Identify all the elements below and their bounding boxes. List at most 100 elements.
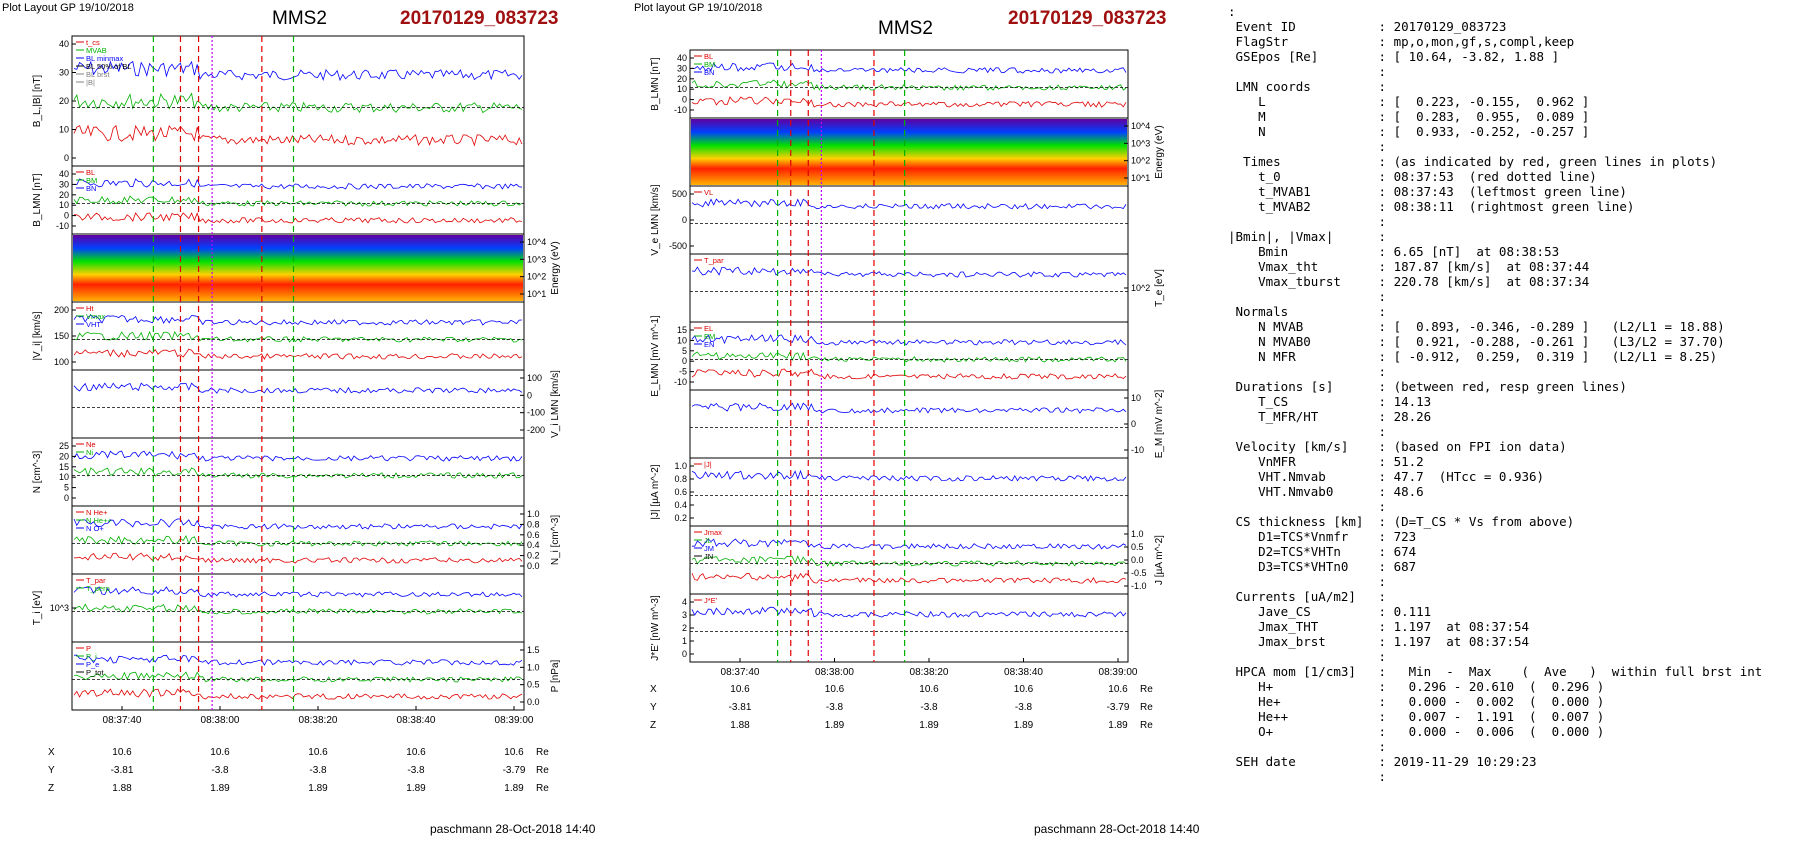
legend-label: BL minmax — [86, 54, 123, 63]
ephemeris-label: X — [650, 684, 657, 695]
event-summary-text: : Event ID : 20170129_083723 FlagStr : m… — [1228, 4, 1762, 784]
y-axis-label: B_LMN [nT] — [650, 57, 661, 111]
y-axis-label: N [cm^-3] — [32, 451, 43, 494]
legend-label: N He+ — [86, 508, 108, 517]
y-tick-label: 10^2 — [527, 272, 546, 282]
y-tick-label: 1.0 — [527, 662, 540, 672]
y-tick-label: 0 — [682, 649, 687, 659]
data-trace-0 — [691, 334, 1127, 346]
mid-event-title: 20170129_083723 — [1008, 8, 1167, 29]
M-panel-frame — [689, 185, 1129, 255]
L-panel-6: N He+N He++N O+ 1.00.80.60.40.20.0 N_i [cm… — [71, 505, 561, 575]
legend-label: P — [86, 644, 91, 653]
data-trace-1 — [691, 79, 1127, 91]
summary-line: N MVAB0 : [ 0.921, -0.288, -0.261 ] (L3/… — [1228, 334, 1725, 349]
summary-line: VnMFR : 51.2 — [1228, 454, 1424, 469]
legend-label: |B| — [86, 78, 95, 87]
M-panel-2: VL 500 0 -500 V_e LMN [km/s] — [650, 184, 1129, 256]
summary-line: : — [1228, 739, 1387, 754]
summary-line: VHT.Nmvab0 : 48.6 — [1228, 484, 1424, 499]
y-tick-label: 0.0 — [527, 697, 540, 707]
summary-line: t_MVAB1 : 08:37:43 (leftmost green line) — [1228, 184, 1627, 199]
spectrogram — [73, 235, 523, 301]
y-tick-label: 0 — [527, 390, 532, 400]
data-trace-2 — [691, 572, 1127, 584]
data-trace-0 — [73, 382, 523, 394]
ephemeris-value: -3.81 — [111, 765, 134, 776]
L-panel-frame — [71, 165, 525, 235]
summary-line: |Bmin|, |Vmax| : — [1228, 229, 1387, 244]
y-tick-label: 15 — [59, 462, 69, 472]
y-tick-label: 0.8 — [527, 519, 540, 529]
summary-line: N MFR : [ -0.912, 0.259, 0.319 ] (L2/L1 … — [1228, 349, 1718, 364]
y-tick-label: 0.6 — [674, 487, 687, 497]
M-panel-5: 10 0 -10 E_M [mV m^-2] — [689, 389, 1165, 459]
y-tick-label: 10 — [677, 84, 687, 94]
y-axis-label: Energy (eV) — [1154, 125, 1165, 178]
legend-label: Ht — [86, 304, 94, 313]
M-panel-frame — [689, 593, 1129, 663]
summary-line: HPCA mom [1/cm3] : Min - Max ( Ave ) wit… — [1228, 664, 1763, 679]
summary-line: LMN coords : — [1228, 79, 1387, 94]
y-tick-label: 20 — [677, 74, 687, 84]
data-trace-0 — [73, 314, 523, 326]
ephemeris-unit: Re — [1140, 684, 1153, 695]
y-tick-label: 15 — [677, 325, 687, 335]
summary-line: He+ : 0.000 - 0.002 ( 0.000 ) — [1228, 694, 1605, 709]
ephemeris-unit: Re — [536, 783, 549, 794]
summary-line: N MVAB : [ 0.893, -0.346, -0.289 ] (L2/L… — [1228, 319, 1725, 334]
y-axis-label: |J| [µA m^-2] — [650, 464, 661, 519]
ephemeris-value: -3.8 — [1015, 702, 1033, 713]
y-tick-label: 25 — [59, 441, 69, 451]
legend-label: Vmax — [86, 312, 105, 321]
M-panel-3: T_par 10^2 T_e [eV] — [689, 253, 1165, 323]
data-trace-2 — [73, 348, 523, 360]
x-tick-label: 08:38:20 — [910, 667, 949, 678]
y-tick-label: 10 — [677, 335, 687, 345]
y-tick-label: -0.5 — [1131, 568, 1147, 578]
x-tick-label: 08:38:20 — [299, 715, 338, 726]
ephemeris-value: -3.79 — [503, 765, 526, 776]
legend-label: EL — [704, 324, 713, 333]
ephemeris-value: 10.6 — [406, 747, 426, 758]
summary-line: Currents [uA/m2] : — [1228, 589, 1387, 604]
y-tick-label: 0.5 — [527, 680, 540, 690]
ephemeris-value: 1.89 — [210, 783, 230, 794]
y-tick-label: 10^3 — [527, 254, 546, 264]
summary-line: GSEpos [Re] : [ 10.64, -3.82, 1.88 ] — [1228, 49, 1560, 64]
legend-label: P_tot — [86, 668, 104, 677]
y-tick-label: 10^2 — [1131, 156, 1150, 166]
y-tick-label: 100 — [54, 357, 69, 367]
mid-spacecraft-title: MMS2 — [878, 18, 933, 39]
summary-line: CS thickness [km] : (D=T_CS * Vs from ab… — [1228, 514, 1575, 529]
y-tick-label: 10 — [1131, 393, 1141, 403]
data-trace-1 — [73, 330, 523, 343]
legend-label: BL brst — [86, 70, 110, 79]
y-tick-label: 10 — [59, 472, 69, 482]
x-tick-label: 08:38:40 — [1004, 667, 1043, 678]
M-panel-6: |J| 1.0 0.8 0.6 0.4 0.2 |J| [µA m^-2] — [650, 457, 1129, 527]
summary-line: : — [1228, 4, 1236, 19]
y-tick-label: 0.4 — [527, 540, 540, 550]
data-trace-1 — [691, 555, 1127, 567]
y-tick-label: -10 — [56, 221, 69, 231]
legend-label: |J| — [704, 460, 712, 469]
summary-line: : — [1228, 364, 1387, 379]
y-tick-label: 1.0 — [527, 509, 540, 519]
summary-line: N : [ 0.933, -0.252, -0.257 ] — [1228, 124, 1590, 139]
ephemeris-value: 1.89 — [1108, 720, 1128, 731]
y-tick-label: -500 — [669, 241, 687, 251]
summary-line: T_MFR/HT : 28.26 — [1228, 409, 1432, 424]
M-panel-frame — [689, 321, 1129, 391]
L-panel-frame — [71, 369, 525, 439]
y-tick-label: 10 — [59, 125, 69, 135]
data-trace-0 — [691, 266, 1127, 278]
y-tick-label: 0 — [682, 356, 687, 366]
y-tick-label: 100 — [527, 373, 542, 383]
summary-line: Durations [s] : (between red, resp green… — [1228, 379, 1627, 394]
y-tick-label: 40 — [677, 53, 687, 63]
data-trace-0 — [73, 450, 523, 462]
